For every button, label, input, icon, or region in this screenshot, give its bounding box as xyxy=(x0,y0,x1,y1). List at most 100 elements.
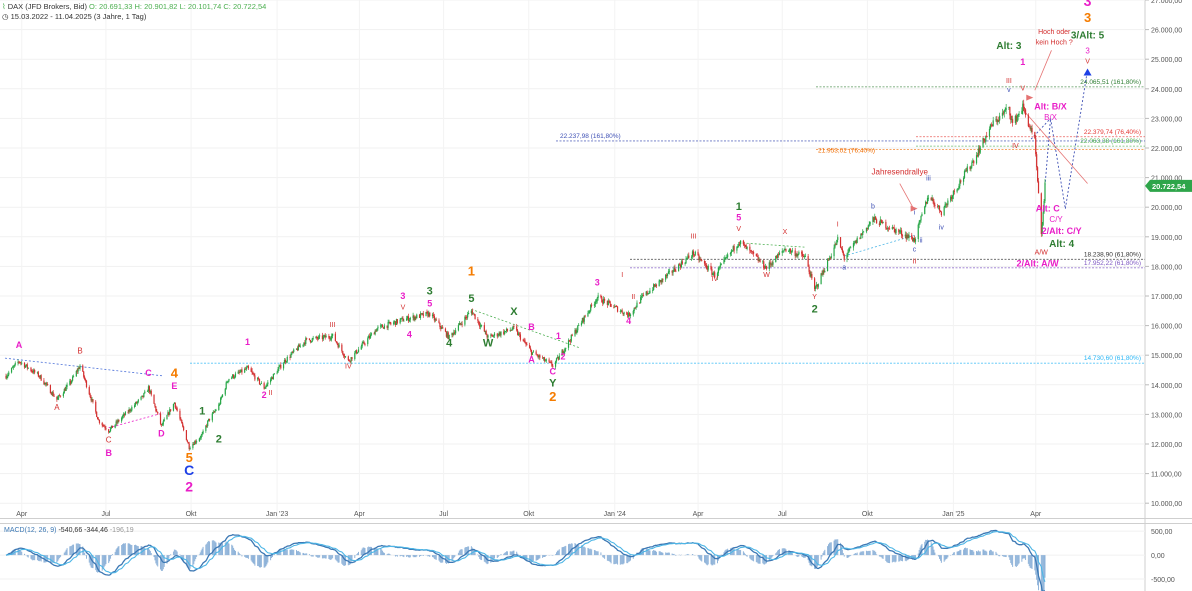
candle-body xyxy=(163,419,165,422)
candle-body xyxy=(330,338,332,340)
candle-body xyxy=(485,331,487,335)
candle-body xyxy=(134,402,137,406)
candle-body xyxy=(47,383,49,386)
candle-body xyxy=(841,248,843,252)
candle-body xyxy=(548,359,550,362)
candle-body xyxy=(827,259,830,261)
candle-body xyxy=(681,261,683,264)
candle-body xyxy=(837,237,839,240)
candle-body xyxy=(377,326,379,329)
candle-body xyxy=(596,297,598,302)
candle-body xyxy=(892,226,894,228)
candle-body xyxy=(451,333,453,335)
candle-body xyxy=(938,205,940,207)
candle-body xyxy=(686,257,688,259)
candle-body xyxy=(496,333,498,337)
candle-body xyxy=(680,261,682,268)
candle-body xyxy=(791,250,794,252)
candle-body xyxy=(83,371,85,377)
candle-body xyxy=(310,341,312,343)
candle-body xyxy=(642,295,645,296)
wave-label: III xyxy=(1006,78,1012,85)
jahresend-pointer-line xyxy=(899,183,914,209)
candle-body xyxy=(118,420,120,422)
candle-body xyxy=(777,254,779,259)
candle-body xyxy=(742,240,744,245)
candle-body xyxy=(505,331,507,332)
candle-body xyxy=(205,425,207,431)
candle-body xyxy=(168,412,170,415)
candle-body xyxy=(745,245,747,249)
clock-icon: ◷ xyxy=(2,12,9,21)
candle-body xyxy=(493,333,496,336)
candle-body xyxy=(829,257,831,259)
candle-body xyxy=(619,311,621,313)
candle-body xyxy=(879,219,881,226)
candle-body xyxy=(765,266,768,269)
candle-body xyxy=(355,350,357,353)
candle-body xyxy=(319,335,321,337)
candle-body xyxy=(131,407,133,411)
wave-label: 2 xyxy=(560,352,565,362)
candle-body xyxy=(952,190,955,196)
candle-body xyxy=(1010,115,1012,120)
candle-body xyxy=(376,328,378,332)
candle-body xyxy=(381,325,384,328)
y-tick-label: 12.000,00 xyxy=(1151,442,1182,449)
candle-body xyxy=(517,330,519,335)
candle-body xyxy=(519,334,522,340)
candle-body xyxy=(781,251,783,253)
candle-body xyxy=(85,380,88,388)
candle-body xyxy=(616,306,618,308)
candle-body xyxy=(945,203,947,205)
candle-body xyxy=(996,119,998,123)
candle-body xyxy=(675,270,677,272)
candle-body xyxy=(448,334,450,339)
candle-body xyxy=(588,311,590,313)
candle-body xyxy=(881,220,883,224)
candle-body xyxy=(357,349,360,353)
candle-body xyxy=(157,411,159,414)
candle-body xyxy=(212,411,214,414)
candle-body xyxy=(491,334,493,336)
candle-body xyxy=(480,325,482,327)
candle-body xyxy=(550,361,552,363)
candle-body xyxy=(953,190,955,192)
candle-body xyxy=(71,380,73,384)
candle-body xyxy=(597,295,599,298)
candle-body xyxy=(727,254,729,258)
candle-body xyxy=(699,259,701,261)
candle-body xyxy=(425,311,427,316)
candle-body xyxy=(420,313,423,315)
candles xyxy=(5,99,1046,451)
candle-body xyxy=(862,231,864,235)
pointer-arrow-icon xyxy=(910,205,918,212)
x-tick-label: Okt xyxy=(186,511,197,518)
wave-label: A/W xyxy=(1035,250,1049,257)
x-tick-label: Apr xyxy=(1030,511,1042,518)
candle-body xyxy=(537,355,539,357)
candle-body xyxy=(814,278,816,289)
wave-label: 5 xyxy=(468,293,474,305)
candle-body xyxy=(51,392,53,395)
candle-body xyxy=(1005,107,1007,110)
candle-body xyxy=(186,440,188,443)
candle-body xyxy=(124,411,126,416)
candle-body xyxy=(331,333,334,336)
wave-label: 2 xyxy=(812,303,818,315)
candle-body xyxy=(194,441,196,445)
candle-body xyxy=(797,254,799,256)
candle-body xyxy=(740,240,742,245)
wave-label: I xyxy=(837,221,839,228)
y-tick-label: 27.000,00 xyxy=(1151,0,1182,5)
candle-body xyxy=(453,332,455,335)
candle-body xyxy=(220,397,223,399)
wave-label: Y xyxy=(812,294,817,301)
x-tick-label: Jul xyxy=(778,511,787,518)
x-tick-label: Okt xyxy=(862,511,873,518)
wave-label: B xyxy=(528,322,535,332)
candle-body xyxy=(964,170,967,172)
candle-body xyxy=(270,379,272,383)
candle-body xyxy=(464,316,466,325)
